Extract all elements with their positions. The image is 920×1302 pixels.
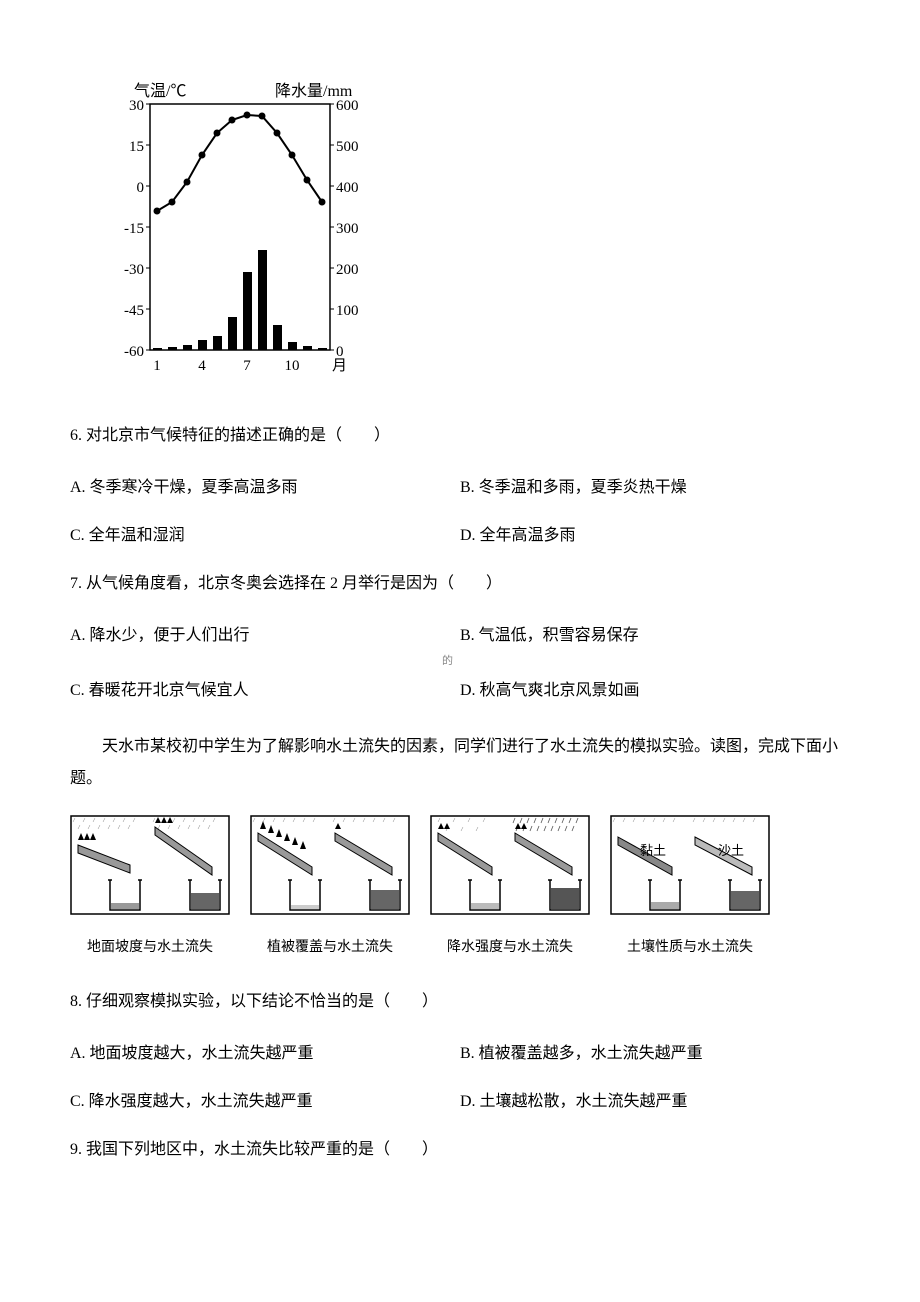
exp3-svg [430,815,590,925]
exp2-label: 植被覆盖与水土流失 [250,937,410,958]
q8-A: A. 地面坡度越大，水土流失越严重 [70,1038,460,1070]
exp3: 降水强度与水土流失 [430,815,590,958]
q7-D: D. 秋高气爽北京风景如画 [460,675,850,707]
svg-text:15: 15 [129,139,144,155]
climate-chart: 气温/℃ 降水量/mm 30 15 0 -15 -30 -45 -60 600 … [100,80,850,380]
svg-text:500: 500 [336,139,359,155]
temp-line [154,112,326,215]
q8-row1: A. 地面坡度越大，水土流失越严重 B. 植被覆盖越多，水土流失越严重 [70,1038,850,1070]
plot-frame [150,104,330,350]
svg-text:沙土: 沙土 [718,843,744,858]
left-ticks: 30 15 0 -15 -30 -45 -60 [124,98,150,360]
svg-text:-60: -60 [124,344,144,360]
svg-text:-30: -30 [124,262,144,278]
exp2-svg [250,815,410,925]
q6-row2: C. 全年温和湿润 D. 全年高温多雨 [70,520,850,552]
x-ticks: 1 4 7 10 月 [153,358,347,374]
q7-row2: C. 春暖花开北京气候宜人 D. 秋高气爽北京风景如画 [70,675,850,707]
svg-text:30: 30 [129,98,144,114]
q6-stem: 6. 对北京市气候特征的描述正确的是（ ） [70,420,850,452]
svg-text:-45: -45 [124,303,144,319]
svg-text:600: 600 [336,98,359,114]
q6-A: A. 冬季寒冷干燥，夏季高温多雨 [70,472,460,504]
exp1-svg [70,815,230,925]
exp2: 植被覆盖与水土流失 [250,815,410,958]
exp4: 黏土 沙土 土壤性质与水土流失 [610,815,770,958]
svg-text:月: 月 [332,358,347,374]
precip-bars [153,250,327,350]
svg-text:1: 1 [153,358,161,374]
q7-B: B. 气温低，积雪容易保存 [460,620,850,652]
q9-stem: 9. 我国下列地区中，水土流失比较严重的是（ ） [70,1134,850,1166]
svg-text:100: 100 [336,303,359,319]
exp4-svg: 黏土 沙土 [610,815,770,925]
climate-chart-svg: 气温/℃ 降水量/mm 30 15 0 -15 -30 -45 -60 600 … [100,80,370,380]
exp1-label: 地面坡度与水土流失 [70,937,230,958]
svg-text:4: 4 [198,358,206,374]
svg-text:0: 0 [137,180,145,196]
exp1: 地面坡度与水土流失 [70,815,230,958]
q7-row1: A. 降水少，便于人们出行 B. 气温低，积雪容易保存 [70,620,850,652]
exp3-label: 降水强度与水土流失 [430,937,590,958]
page-marker: 的 [442,656,850,667]
svg-text:200: 200 [336,262,359,278]
svg-text:黏土: 黏土 [640,843,666,858]
svg-text:10: 10 [285,358,300,374]
svg-text:400: 400 [336,180,359,196]
q8-stem: 8. 仔细观察模拟实验，以下结论不恰当的是（ ） [70,986,850,1018]
q6-row1: A. 冬季寒冷干燥，夏季高温多雨 B. 冬季温和多雨，夏季炎热干燥 [70,472,850,504]
q7-C: C. 春暖花开北京气候宜人 [70,675,460,707]
q8-B: B. 植被覆盖越多，水土流失越严重 [460,1038,850,1070]
q8-row2: C. 降水强度越大，水土流失越严重 D. 土壤越松散，水土流失越严重 [70,1086,850,1118]
q6-D: D. 全年高温多雨 [460,520,850,552]
exp4-label: 土壤性质与水土流失 [610,937,770,958]
context-text: 天水市某校初中学生为了解影响水土流失的因素，同学们进行了水土流失的模拟实验。读图… [70,731,850,795]
svg-text:300: 300 [336,221,359,237]
q8-D: D. 土壤越松散，水土流失越严重 [460,1086,850,1118]
svg-text:-15: -15 [124,221,144,237]
right-ticks: 600 500 400 300 200 100 0 [330,98,359,360]
q6-C: C. 全年温和湿润 [70,520,460,552]
q8-C: C. 降水强度越大，水土流失越严重 [70,1086,460,1118]
experiment-row: 地面坡度与水土流失 植被覆盖与水土流失 [70,815,850,958]
q7-A: A. 降水少，便于人们出行 [70,620,460,652]
svg-text:7: 7 [243,358,251,374]
q6-B: B. 冬季温和多雨，夏季炎热干燥 [460,472,850,504]
q7-stem: 7. 从气候角度看，北京冬奥会选择在 2 月举行是因为（ ） [70,568,850,600]
